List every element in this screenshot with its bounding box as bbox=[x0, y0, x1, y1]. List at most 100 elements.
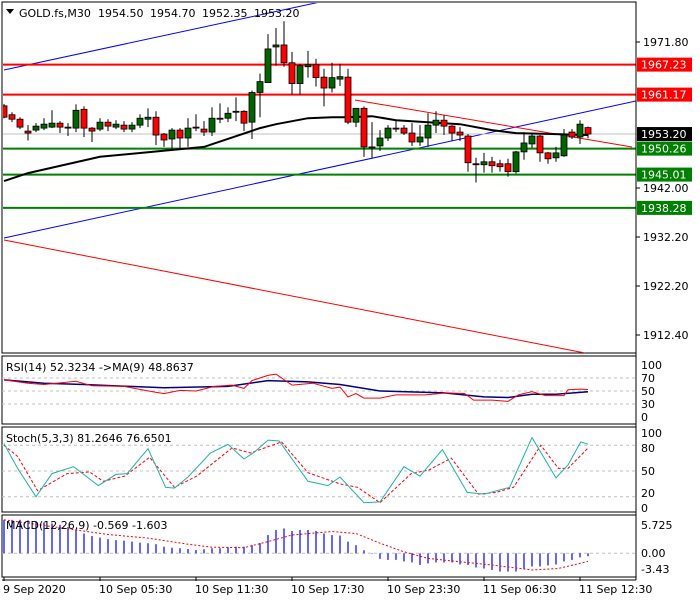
price-tick: 1912.40 bbox=[643, 329, 689, 342]
price-tick: 1922.20 bbox=[643, 280, 689, 293]
candle-body bbox=[344, 76, 352, 123]
candle-body bbox=[560, 134, 568, 157]
candle-body bbox=[200, 128, 208, 133]
candle-body bbox=[416, 136, 424, 143]
candle bbox=[168, 128, 176, 149]
stochastic-levels bbox=[2, 444, 636, 498]
candle bbox=[448, 125, 456, 141]
stochastic-label: Stoch(5,3,3) 81.2646 76.6501 bbox=[6, 432, 172, 445]
rsi-axis-tick: 30 bbox=[641, 398, 655, 411]
candle bbox=[152, 111, 160, 145]
candle bbox=[520, 132, 528, 160]
main-price-pane[interactable]: GOLD.fs,M30 1954.50 1954.70 1952.35 1953… bbox=[1, 1, 637, 354]
candle bbox=[8, 112, 16, 123]
rsi-levels bbox=[2, 377, 636, 405]
candle bbox=[232, 97, 240, 122]
candle bbox=[408, 123, 416, 146]
chart-header: GOLD.fs,M30 1954.50 1954.70 1952.35 1953… bbox=[6, 7, 300, 20]
candle bbox=[224, 107, 232, 123]
candle bbox=[288, 51, 296, 95]
candle-body bbox=[472, 163, 480, 166]
candle-body bbox=[40, 123, 48, 129]
candle-body bbox=[448, 125, 456, 134]
candle bbox=[112, 120, 120, 130]
candle bbox=[384, 125, 392, 141]
candle bbox=[256, 73, 264, 118]
candlesticks bbox=[3, 21, 592, 183]
candle bbox=[504, 158, 512, 177]
candle bbox=[464, 134, 472, 172]
candle-body bbox=[480, 161, 488, 166]
candle bbox=[280, 21, 288, 67]
candle-body bbox=[8, 114, 16, 120]
candle bbox=[200, 121, 208, 137]
candle bbox=[128, 122, 136, 133]
candle bbox=[120, 121, 128, 133]
rsi-line bbox=[3, 373, 589, 402]
stoch-axis-tick: 50 bbox=[641, 465, 655, 478]
price-tick: 1971.80 bbox=[643, 36, 689, 49]
rsi-pane[interactable]: RSI(14) 52.3234 ->MA(9) 48.8637 100 70 5… bbox=[1, 355, 662, 425]
candle bbox=[472, 157, 480, 183]
support-level-tag bbox=[637, 141, 692, 156]
price-axis: 1971.80 1942.00 1932.20 1922.20 1912.40 … bbox=[635, 2, 692, 580]
downtrend-line[interactable] bbox=[354, 99, 633, 148]
stochastic-pane[interactable]: Stoch(5,3,3) 81.2646 76.6501 100 80 50 2… bbox=[1, 426, 662, 515]
candle bbox=[424, 113, 432, 147]
candle-body bbox=[368, 146, 376, 149]
candle bbox=[136, 114, 144, 129]
price-tick: 1932.20 bbox=[643, 231, 689, 244]
candle-body bbox=[160, 133, 168, 141]
level-tag-text: 1938.28 bbox=[641, 202, 687, 215]
candle-body bbox=[424, 124, 432, 139]
stoch-axis-tick: 0 bbox=[641, 502, 648, 515]
candle bbox=[192, 114, 200, 132]
time-tick: 10 Sep 17:30 bbox=[291, 583, 364, 596]
price-level-tags: 1967.23 1961.17 1950.26 1945.01 1938.28 1953.… bbox=[637, 57, 692, 215]
candle bbox=[296, 63, 304, 95]
ohlc-close: 1953.20 bbox=[254, 7, 300, 20]
stochastic-main-line bbox=[3, 436, 589, 504]
candle bbox=[88, 127, 96, 142]
level-tag-text: 1967.23 bbox=[641, 59, 687, 72]
time-tick: 9 Sep 2020 bbox=[3, 583, 66, 596]
candle-body bbox=[536, 135, 544, 154]
candle-body bbox=[328, 77, 336, 89]
candle-body bbox=[120, 124, 128, 130]
candle bbox=[552, 146, 560, 162]
rsi-axis-tick: 0 bbox=[641, 411, 648, 424]
candle bbox=[576, 120, 584, 144]
upper-channel-trendline[interactable] bbox=[3, 2, 320, 71]
lower-red-trendline[interactable] bbox=[3, 239, 586, 353]
macd-pane[interactable]: MACD(12,26,9) -0.569 -1.603 5.725 0.00 -… bbox=[1, 514, 673, 578]
candle bbox=[536, 135, 544, 162]
candle-body bbox=[408, 132, 416, 143]
candle-body bbox=[432, 119, 440, 126]
time-axis: 9 Sep 2020 10 Sep 05:30 10 Sep 11:30 10 … bbox=[2, 577, 652, 596]
candle-body bbox=[224, 112, 232, 119]
candle-body bbox=[352, 107, 360, 123]
candle bbox=[64, 123, 72, 137]
candle bbox=[3, 103, 8, 119]
resistance-level-tag bbox=[637, 87, 692, 102]
stoch-axis-tick: 100 bbox=[641, 427, 662, 440]
candle bbox=[416, 125, 424, 146]
candle-body bbox=[48, 122, 56, 128]
candle bbox=[80, 106, 88, 138]
level-tag-text: 1961.17 bbox=[641, 89, 687, 102]
ohlc-low: 1952.35 bbox=[202, 7, 248, 20]
candle bbox=[488, 156, 496, 173]
candle-body bbox=[400, 127, 408, 134]
candle-body bbox=[64, 126, 72, 129]
lower-channel-trendline[interactable] bbox=[3, 100, 636, 239]
candle bbox=[208, 107, 216, 137]
candle-body bbox=[440, 119, 448, 127]
candle bbox=[336, 63, 344, 87]
candle bbox=[56, 121, 64, 134]
candle bbox=[560, 129, 568, 157]
collapse-triangle-icon[interactable] bbox=[6, 9, 14, 14]
rsi-label: RSI(14) 52.3234 ->MA(9) 48.8637 bbox=[6, 361, 194, 374]
candle-body bbox=[544, 152, 552, 160]
candle-body bbox=[336, 76, 344, 80]
